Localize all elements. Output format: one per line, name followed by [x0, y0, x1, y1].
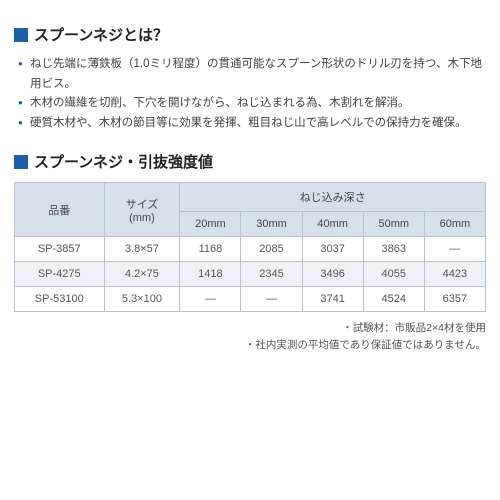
- bullet-item: ねじ先端に薄鉄板（1.0ミリ程度）の貫通可能なスプーン形状のドリル刃を持つ、木下…: [18, 55, 486, 94]
- cell-size: 4.2×75: [104, 262, 180, 287]
- table-row: SP-4275 4.2×75 1418 2345 3496 4055 4423: [15, 262, 486, 287]
- cell-val: 2085: [241, 237, 302, 262]
- cell-pn: SP-53100: [15, 287, 105, 312]
- bullet-item: 硬質木材や、木材の節目等に効果を発揮、粗目ねじ山で高レベルでの保持力を確保。: [18, 114, 486, 134]
- section1-bullets: ねじ先端に薄鉄板（1.0ミリ程度）の貫通可能なスプーン形状のドリル刃を持つ、木下…: [14, 55, 486, 133]
- cell-pn: SP-3857: [15, 237, 105, 262]
- table-row: SP-3857 3.8×57 1168 2085 3037 3863 —: [15, 237, 486, 262]
- cell-val: 4055: [363, 262, 424, 287]
- strength-table: 品番 サイズ (mm) ねじ込み深さ 20mm 30mm 40mm 50mm 6…: [14, 182, 486, 312]
- section2-title-text: スプーンネジ・引抜強度値: [34, 151, 213, 172]
- square-icon: [14, 155, 28, 169]
- cell-val: 2345: [241, 262, 302, 287]
- cell-pn: SP-4275: [15, 262, 105, 287]
- square-icon: [14, 28, 28, 42]
- cell-val: —: [424, 237, 485, 262]
- cell-val: 3037: [302, 237, 363, 262]
- th-partno: 品番: [15, 183, 105, 237]
- cell-val: —: [241, 287, 302, 312]
- th-depth: 20mm: [180, 212, 241, 237]
- th-depth: 30mm: [241, 212, 302, 237]
- cell-val: 3863: [363, 237, 424, 262]
- cell-size: 3.8×57: [104, 237, 180, 262]
- th-depth-group: ねじ込み深さ: [180, 183, 486, 212]
- table-notes: 試験材：市販品2×4材を使用 社内実測の平均値であり保証値ではありません。: [14, 320, 486, 354]
- th-depth: 60mm: [424, 212, 485, 237]
- th-size: サイズ (mm): [104, 183, 180, 237]
- note-line: 社内実測の平均値であり保証値ではありません。: [14, 337, 486, 354]
- cell-val: 3741: [302, 287, 363, 312]
- cell-val: 1168: [180, 237, 241, 262]
- cell-val: 4423: [424, 262, 485, 287]
- cell-val: 3496: [302, 262, 363, 287]
- cell-val: —: [180, 287, 241, 312]
- section1-title: スプーンネジとは？: [14, 24, 486, 45]
- note-line: 試験材：市販品2×4材を使用: [14, 320, 486, 337]
- th-depth: 50mm: [363, 212, 424, 237]
- section2-title: スプーンネジ・引抜強度値: [14, 151, 486, 172]
- cell-size: 5.3×100: [104, 287, 180, 312]
- table-row: SP-53100 5.3×100 — — 3741 4524 6357: [15, 287, 486, 312]
- th-depth: 40mm: [302, 212, 363, 237]
- cell-val: 6357: [424, 287, 485, 312]
- section1-title-text: スプーンネジとは？: [34, 24, 168, 45]
- cell-val: 1418: [180, 262, 241, 287]
- cell-val: 4524: [363, 287, 424, 312]
- bullet-item: 木材の繊維を切削、下穴を開けながら、ねじ込まれる為、木割れを解消。: [18, 94, 486, 114]
